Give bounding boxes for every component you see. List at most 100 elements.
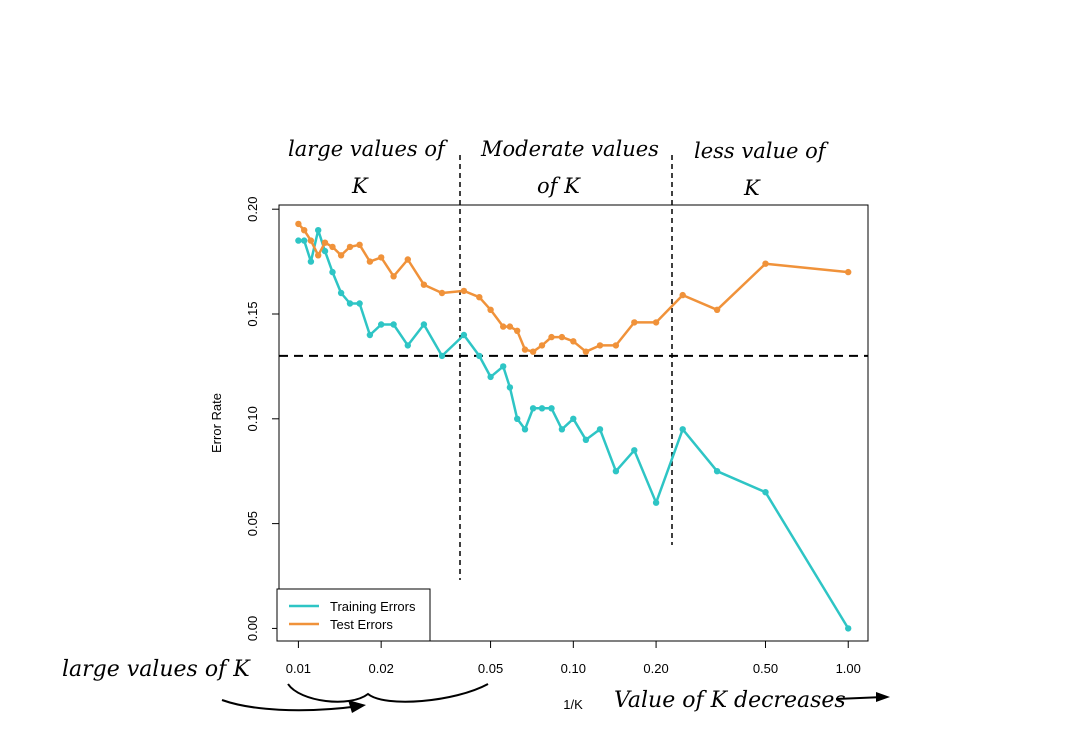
data-point-test — [346, 243, 354, 251]
data-point-training — [301, 237, 308, 244]
data-point-test — [366, 258, 374, 265]
data-point-training — [845, 625, 852, 632]
curved-arrow — [221, 699, 361, 712]
legend-box — [276, 588, 431, 642]
legend: Training Errors Test Errors — [276, 588, 431, 642]
data-point-test — [612, 342, 620, 349]
data-point-training — [390, 321, 397, 328]
y-axis-label: Error Rate — [209, 393, 224, 453]
x-tick-label: 0.50 — [753, 661, 778, 676]
y-axis: 0.00 0.05 0.10 0.15 0.20 — [245, 197, 279, 641]
x-tick-label: 0.02 — [369, 661, 394, 676]
data-point-test — [679, 291, 686, 299]
data-point-test — [558, 333, 566, 341]
note-moderate-line2: of K — [537, 174, 581, 198]
data-point-training — [679, 426, 686, 433]
data-point-test — [460, 287, 468, 295]
x-axis-label: 1/K — [563, 697, 583, 712]
data-point-test — [321, 239, 329, 246]
data-point-training — [538, 405, 546, 412]
note-less-line2: K — [743, 176, 761, 200]
series-line-training — [298, 228, 850, 630]
data-point-test — [538, 342, 546, 349]
x-axis: 0.01 0.02 0.05 0.10 0.20 0.50 1.00 — [286, 641, 861, 676]
y-tick-label: 0.15 — [245, 301, 260, 326]
data-point-training — [295, 237, 302, 244]
data-point-training — [378, 321, 385, 328]
data-point-training — [337, 289, 345, 297]
data-point-test — [307, 237, 315, 244]
note-large-values-line2: K — [351, 174, 369, 198]
data-point-training — [500, 363, 507, 370]
data-point-test — [652, 319, 660, 326]
y-tick-label: 0.10 — [245, 406, 260, 431]
data-point-training — [762, 489, 769, 496]
x-tick-label: 0.01 — [286, 661, 311, 676]
data-point-test — [378, 254, 385, 261]
note-moderate-line1: Moderate values — [480, 137, 659, 161]
data-point-test — [476, 294, 483, 301]
note-large-values-line1: large values of — [288, 137, 448, 161]
plot-frame — [278, 204, 869, 642]
note-less-line1: less value of — [694, 139, 829, 163]
legend-label-test: Test Errors — [330, 617, 393, 632]
data-point-training — [652, 499, 660, 506]
data-point-test — [570, 338, 577, 345]
x-tick-label: 0.20 — [643, 661, 668, 676]
data-point-training — [420, 321, 428, 328]
data-point-training — [329, 268, 336, 276]
data-point-training — [460, 331, 468, 339]
data-point-training — [570, 415, 577, 422]
data-point-training — [596, 426, 604, 433]
data-point-test — [713, 306, 721, 313]
right-arrow-head — [876, 692, 890, 702]
y-tick-label: 0.00 — [245, 616, 260, 641]
data-point-training — [713, 468, 721, 475]
x-tick-label: 0.05 — [478, 661, 503, 676]
data-point-test — [301, 227, 308, 234]
data-point-test — [420, 281, 428, 288]
data-point-test — [548, 333, 555, 341]
series-line-test — [297, 223, 849, 353]
data-point-training — [315, 227, 322, 234]
data-point-test — [356, 241, 363, 248]
data-point-test — [487, 306, 494, 313]
data-point-training — [346, 300, 354, 307]
data-point-training — [404, 342, 411, 349]
x-tick-label: 0.10 — [561, 661, 586, 676]
series-layer — [295, 220, 852, 632]
y-tick-label: 0.20 — [245, 197, 260, 222]
data-point-training — [356, 300, 363, 307]
data-point-test — [845, 268, 852, 276]
data-point-test — [529, 348, 537, 355]
data-point-test — [329, 243, 336, 251]
data-point-test — [337, 252, 345, 259]
brace-stroke — [287, 683, 489, 703]
data-point-training — [548, 405, 555, 412]
data-point-test — [295, 220, 302, 228]
data-point-test — [521, 346, 529, 353]
data-point-test — [500, 323, 507, 330]
x-tick-label: 1.00 — [836, 661, 861, 676]
curved-arrow-head — [348, 700, 366, 713]
data-point-training — [506, 384, 514, 391]
data-point-training — [514, 415, 521, 422]
data-point-training — [321, 247, 329, 255]
data-point-training — [529, 405, 537, 412]
data-point-training — [631, 447, 638, 454]
note-bottom-right: Value of K decreases — [614, 688, 846, 713]
data-point-test — [762, 260, 769, 267]
data-point-training — [438, 352, 446, 360]
data-point-test — [438, 289, 446, 297]
data-point-test — [514, 327, 521, 334]
data-point-test — [506, 323, 514, 330]
data-point-training — [366, 331, 374, 339]
data-point-test — [582, 348, 590, 355]
data-point-test — [596, 342, 604, 349]
legend-label-training: Training Errors — [330, 599, 416, 614]
data-point-test — [631, 319, 638, 326]
data-point-training — [612, 468, 620, 475]
data-point-training — [521, 426, 529, 433]
data-point-test — [404, 256, 411, 263]
